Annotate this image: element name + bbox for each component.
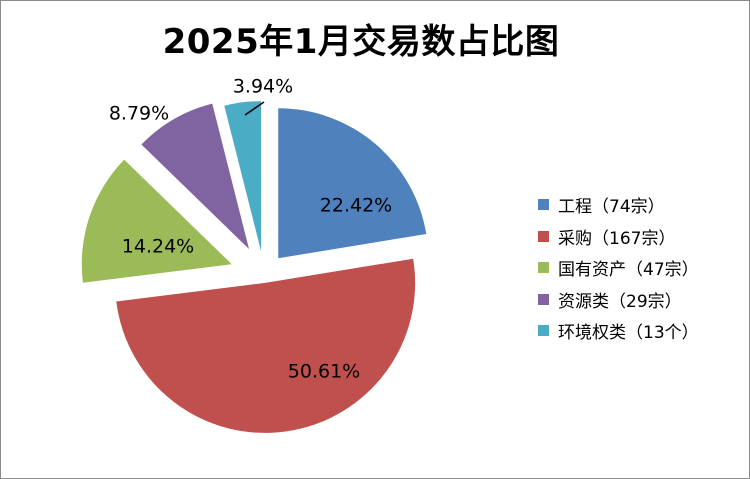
legend-item: 环境权类（13个）	[538, 315, 748, 347]
chart-title: 2025年1月交易数占比图	[162, 22, 560, 62]
legend-label: 国有资产（47宗）	[558, 260, 699, 281]
legend-swatch	[538, 325, 549, 337]
pie-slice	[278, 108, 427, 259]
legend-item: 资源类（29宗）	[538, 284, 748, 316]
pie-slice	[81, 159, 232, 283]
legend-swatch	[538, 262, 549, 274]
legend-label: 环境权类（13个）	[558, 323, 699, 344]
data-label: 8.79%	[109, 103, 169, 125]
data-label: 50.61%	[288, 361, 360, 383]
data-labels: 22.42% 50.61% 14.24% 8.79% 3.94%	[109, 76, 392, 383]
data-label: 3.94%	[233, 76, 293, 98]
leader-line	[244, 101, 265, 116]
pie-slice	[224, 101, 262, 252]
legend-item: 工程（74宗）	[538, 189, 748, 221]
pie-slice	[116, 258, 416, 433]
legend-item: 国有资产（47宗）	[538, 252, 748, 284]
legend-swatch	[538, 199, 549, 211]
data-label: 22.42%	[320, 195, 392, 217]
pie-slices	[81, 101, 427, 433]
legend-swatch	[538, 293, 549, 305]
legend-swatch	[538, 230, 549, 242]
pie-slice	[141, 103, 249, 250]
legend-item: 采购（167宗）	[538, 221, 748, 253]
legend-label: 工程（74宗）	[558, 197, 665, 218]
legend-label: 采购（167宗）	[558, 228, 676, 249]
leader-lines	[244, 101, 265, 116]
data-label: 14.24%	[122, 236, 194, 258]
legend: 工程（74宗） 采购（167宗） 国有资产（47宗） 资源类（29宗） 环境权类（13个…	[538, 189, 748, 347]
legend-label: 资源类（29宗）	[558, 291, 682, 312]
